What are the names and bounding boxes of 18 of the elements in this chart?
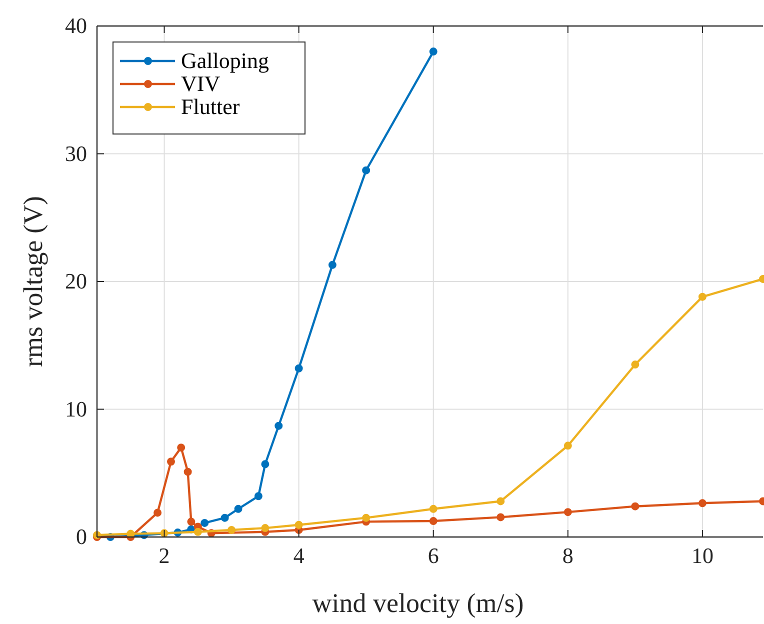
x-tick-label: 10 bbox=[691, 543, 714, 568]
y-axis-title: rms voltage (V) bbox=[18, 196, 48, 367]
y-tick-label: 40 bbox=[65, 13, 87, 38]
x-tick-label: 8 bbox=[562, 543, 574, 568]
y-tick-label: 10 bbox=[65, 396, 87, 422]
point bbox=[328, 260, 336, 269]
x-tick-label: 2 bbox=[158, 543, 170, 568]
y-tick-label: 0 bbox=[76, 524, 87, 549]
y-tick-label: 30 bbox=[65, 140, 87, 166]
x-tick-label: 4 bbox=[293, 543, 304, 568]
point bbox=[362, 166, 370, 174]
point bbox=[429, 48, 438, 56]
legend-label: VIV bbox=[181, 71, 220, 96]
x-axis-title: wind velocity (m/s) bbox=[312, 588, 524, 618]
legend-label: Galloping bbox=[181, 48, 269, 73]
y-tick-label: 20 bbox=[65, 268, 87, 294]
x-tick-label: 6 bbox=[428, 543, 439, 568]
legend-label: Flutter bbox=[181, 94, 240, 119]
